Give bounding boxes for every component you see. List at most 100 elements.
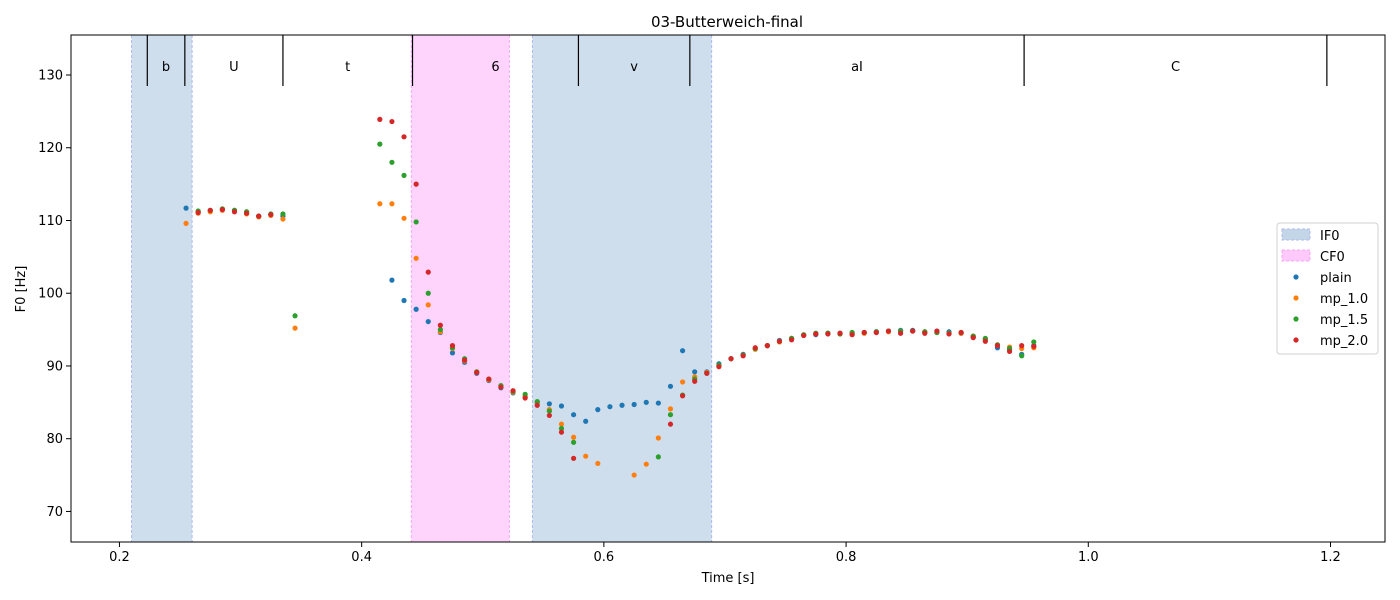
data-point <box>825 331 831 337</box>
data-point <box>389 201 395 207</box>
legend-label-cf0: CF0 <box>1320 250 1345 265</box>
data-point <box>910 328 916 334</box>
legend-label-mp-1-0: mp_1.0 <box>1320 292 1368 307</box>
data-point <box>437 322 443 328</box>
data-point <box>401 215 407 221</box>
y-tick-label: 110 <box>38 214 63 229</box>
y-tick-label: 100 <box>38 287 63 302</box>
data-point <box>425 318 431 325</box>
data-point <box>619 402 625 408</box>
data-point <box>970 334 976 341</box>
data-point <box>498 384 504 390</box>
x-tick-label: 1.2 <box>1320 550 1341 565</box>
data-point <box>994 343 1001 349</box>
chart-title: 03-Butterweich-final <box>651 13 803 31</box>
data-point <box>716 364 722 370</box>
data-point <box>413 255 419 261</box>
data-point <box>631 472 637 478</box>
data-point <box>534 402 540 408</box>
x-tick-label: 0.6 <box>594 550 615 565</box>
data-point <box>667 421 674 427</box>
y-tick-label: 130 <box>38 69 63 84</box>
data-point <box>958 329 964 336</box>
data-point <box>934 328 940 334</box>
data-point <box>667 383 674 389</box>
data-point <box>1019 353 1025 359</box>
data-point <box>449 343 456 349</box>
y-tick-label: 120 <box>38 141 63 156</box>
data-point <box>631 401 637 408</box>
data-point <box>922 330 928 336</box>
span-if0-0 <box>131 35 193 542</box>
data-point <box>522 391 528 397</box>
data-point <box>401 297 407 304</box>
data-point <box>401 134 407 140</box>
data-point <box>534 399 540 405</box>
data-point <box>195 209 201 216</box>
data-point <box>1031 339 1037 345</box>
legend: IF0 CF0 plain mp_1.0 mp_1.5 mp_2.0 <box>1276 222 1379 355</box>
segment-label: t <box>345 60 350 75</box>
data-point <box>764 343 770 349</box>
legend-marker-mp-1-0 <box>1293 295 1299 301</box>
data-point <box>740 353 746 359</box>
data-point <box>837 330 843 336</box>
data-point <box>280 216 286 222</box>
segment-label: b <box>162 60 170 75</box>
legend-swatch-if0 <box>1281 228 1311 241</box>
legend-swatch-cf0 <box>1281 249 1311 262</box>
data-point <box>946 331 952 337</box>
data-point <box>558 429 565 435</box>
data-point <box>522 395 528 401</box>
data-point <box>231 209 238 215</box>
y-axis-label: F0 [Hz] <box>14 266 29 313</box>
data-point <box>1031 343 1037 349</box>
data-point <box>849 332 855 338</box>
data-point <box>389 118 395 125</box>
series-mp-2-0 <box>195 116 1037 461</box>
segment-label: v <box>630 60 638 75</box>
data-point <box>570 412 577 418</box>
data-point <box>643 461 649 467</box>
data-point <box>897 330 904 336</box>
data-points-layer <box>183 116 1037 478</box>
data-point <box>1019 343 1025 349</box>
data-point <box>704 370 710 376</box>
span-if0-1 <box>532 35 712 542</box>
data-point <box>546 412 552 419</box>
x-axis-ticks: 0.2 0.4 0.6 0.8 1.0 1.2 <box>109 542 1341 565</box>
data-point <box>667 412 674 418</box>
data-point <box>570 439 577 445</box>
data-point <box>788 337 795 343</box>
span-cf0-0 <box>411 35 510 542</box>
data-point <box>437 326 443 333</box>
legend-label-mp-2-0: mp_2.0 <box>1320 334 1368 349</box>
data-point <box>728 356 734 362</box>
y-tick-label: 80 <box>46 432 63 447</box>
data-point <box>655 435 661 441</box>
data-point <box>570 455 577 461</box>
data-point <box>801 332 807 339</box>
data-point <box>219 206 225 213</box>
data-point <box>486 376 492 382</box>
data-point <box>776 338 783 344</box>
data-point <box>679 393 686 399</box>
legend-label-mp-1-5: mp_1.5 <box>1320 313 1368 328</box>
data-point <box>982 338 988 344</box>
y-axis-ticks: 70 80 90 100 110 120 130 <box>38 69 71 520</box>
data-point <box>546 401 552 407</box>
data-point <box>425 302 431 308</box>
data-point <box>425 290 431 296</box>
legend-marker-plain <box>1293 274 1299 280</box>
data-point <box>449 350 456 356</box>
data-point <box>667 406 674 412</box>
data-point <box>813 331 819 337</box>
segment-label: C <box>1171 60 1180 75</box>
data-point <box>655 400 661 406</box>
legend-marker-mp-2-0 <box>1293 337 1299 343</box>
data-point <box>183 220 189 226</box>
data-point <box>389 277 395 283</box>
data-point <box>474 369 480 376</box>
x-tick-label: 0.8 <box>836 550 857 565</box>
